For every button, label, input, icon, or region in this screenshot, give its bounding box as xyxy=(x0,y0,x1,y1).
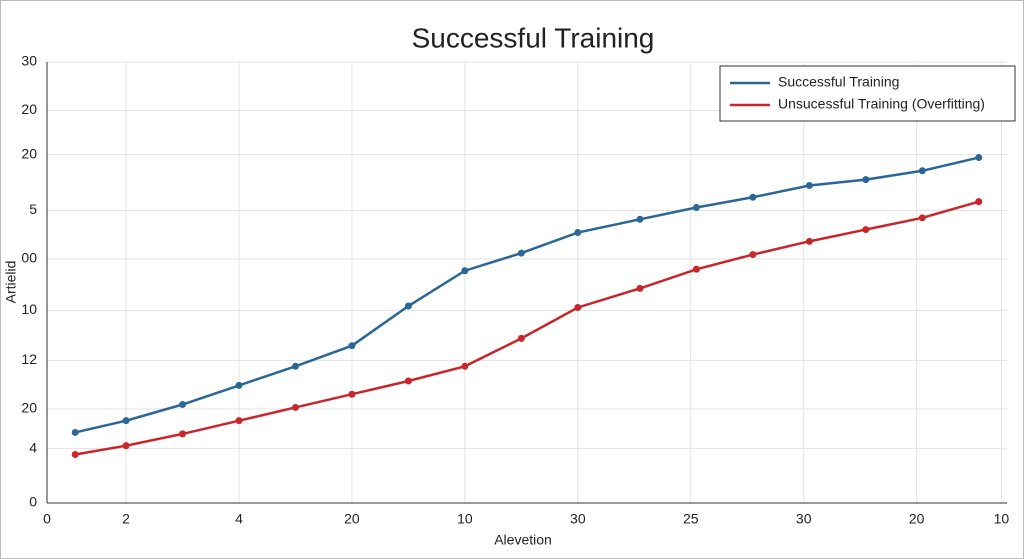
x-tick-label: 25 xyxy=(683,511,699,527)
data-point xyxy=(975,198,983,206)
data-point xyxy=(517,334,525,342)
data-point xyxy=(461,362,469,370)
data-point xyxy=(291,403,299,411)
x-tick-label: 4 xyxy=(235,511,243,527)
y-tick-label: 5 xyxy=(29,201,37,217)
y-tick-label: 30 xyxy=(21,53,37,69)
data-point xyxy=(71,450,79,458)
legend-label: Successful Training xyxy=(778,74,899,90)
x-tick-label: 10 xyxy=(994,511,1010,527)
data-point xyxy=(574,229,582,237)
x-axis-label: Alevetion xyxy=(494,532,552,548)
data-point xyxy=(636,284,644,292)
data-point xyxy=(975,154,983,162)
data-point xyxy=(179,430,187,438)
x-tick-label: 20 xyxy=(909,511,925,527)
data-point xyxy=(122,417,130,425)
y-tick-label: 12 xyxy=(21,351,37,367)
legend-label: Unsucessful Training (Overfitting) xyxy=(778,96,985,112)
x-tick-label: 30 xyxy=(570,511,586,527)
data-point xyxy=(862,176,870,184)
legend-box xyxy=(719,65,1016,122)
chart-title: Successful Training xyxy=(412,22,655,53)
y-tick-label: 20 xyxy=(21,101,37,117)
x-tick-label: 2 xyxy=(122,511,130,527)
data-point xyxy=(862,226,870,234)
data-point xyxy=(692,204,700,212)
data-point xyxy=(179,401,187,409)
data-point xyxy=(636,215,644,223)
x-tick-label: 10 xyxy=(457,511,473,527)
y-tick-label: 10 xyxy=(21,301,37,317)
y-tick-label: 0 xyxy=(29,494,37,510)
data-point xyxy=(692,265,700,273)
data-point xyxy=(918,214,926,222)
data-point xyxy=(918,167,926,175)
data-point xyxy=(404,377,412,385)
data-point xyxy=(461,267,469,275)
data-point xyxy=(749,251,757,259)
data-point xyxy=(574,303,582,311)
data-point xyxy=(235,381,243,389)
x-tick-label: 30 xyxy=(796,511,812,527)
data-point xyxy=(805,237,813,245)
data-point xyxy=(291,362,299,370)
data-point xyxy=(805,181,813,189)
data-point xyxy=(122,442,130,450)
y-tick-label: 4 xyxy=(29,439,37,455)
x-tick-label: 20 xyxy=(344,511,360,527)
data-point xyxy=(348,390,356,398)
y-tick-label: 20 xyxy=(21,400,37,416)
y-tick-label: 00 xyxy=(21,250,37,266)
data-point xyxy=(517,249,525,257)
data-point xyxy=(235,417,243,425)
x-tick-label: 0 xyxy=(43,511,51,527)
data-point xyxy=(404,302,412,310)
data-point xyxy=(348,342,356,350)
data-point xyxy=(71,428,79,436)
data-point xyxy=(749,193,757,201)
y-axis-label: Artielid xyxy=(3,261,19,304)
y-tick-label: 20 xyxy=(21,145,37,161)
